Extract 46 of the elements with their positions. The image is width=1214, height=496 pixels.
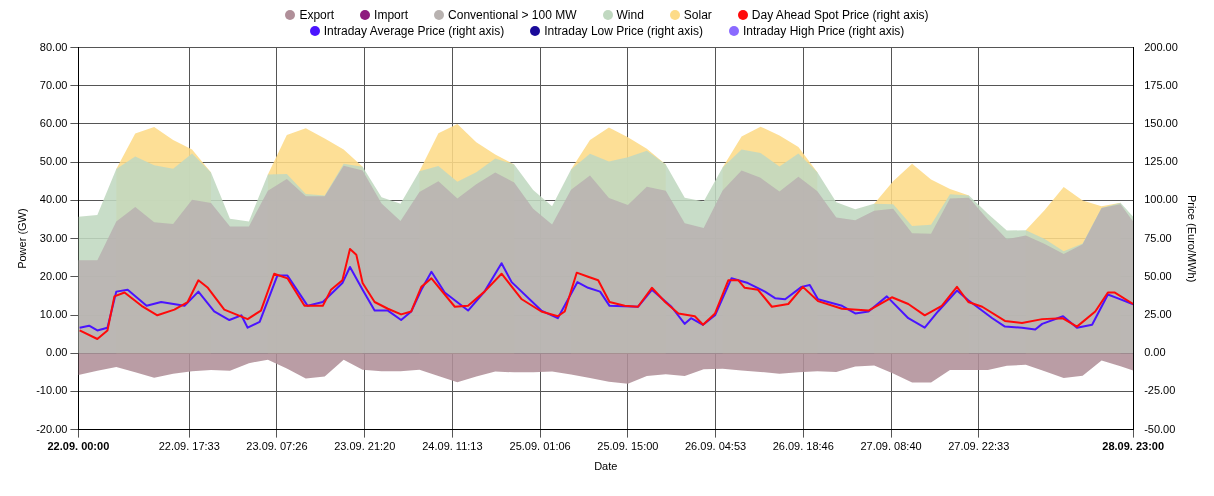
- x-tick-label: 22.09. 17:33: [158, 440, 220, 453]
- x-tick-label: 25.09. 01:06: [509, 440, 571, 453]
- y-tick-label: 20.00: [39, 269, 68, 282]
- x-tick-label: 27.09. 22:33: [948, 440, 1010, 453]
- y-tick-label: 30.00: [39, 231, 68, 244]
- y-tick-label: 10.00: [39, 308, 68, 321]
- y-axis-title: Power (GW): [15, 208, 28, 269]
- legend-label: Intraday Low Price (right axis): [544, 24, 703, 38]
- legend-label: Export: [299, 8, 335, 22]
- y2-tick-label: 0.00: [1144, 346, 1166, 359]
- y2-tick-label: 100.00: [1144, 193, 1178, 206]
- legend-label: Solar: [683, 8, 712, 22]
- y2-tick-label: -25.00: [1144, 384, 1176, 397]
- legend-label: Intraday High Price (right axis): [742, 24, 905, 38]
- legend-label: Import: [374, 8, 409, 22]
- x-tick-label: 25.09. 15:00: [597, 440, 659, 453]
- legend-label: Wind: [616, 8, 644, 22]
- y2-tick-label: 75.00: [1144, 231, 1172, 244]
- y2-tick-label: 200.00: [1144, 40, 1178, 53]
- y2-tick-label: 25.00: [1144, 308, 1172, 321]
- x-tick-label: 22.09. 00:00: [47, 440, 110, 453]
- y-tick-label: 50.00: [39, 155, 68, 168]
- x-tick-label: 26.09. 04:53: [684, 440, 747, 453]
- y-tick-label: 80.00: [39, 40, 68, 53]
- legend-label: Conventional > 100 MW: [448, 8, 577, 22]
- y2-axis-title: Price (Euro/MWh): [1186, 194, 1199, 283]
- x-tick-label: 28.09. 23:00: [1102, 440, 1165, 453]
- y-tick-label: 70.00: [39, 78, 68, 91]
- x-axis-title: Date: [594, 460, 618, 473]
- legend-label: Intraday Average Price (right axis): [323, 24, 505, 38]
- y2-tick-label: -50.00: [1144, 422, 1176, 435]
- y2-tick-label: 175.00: [1144, 78, 1178, 91]
- x-tick-label: 23.09. 21:20: [334, 440, 396, 453]
- y-tick-label: -20.00: [36, 422, 68, 435]
- y-tick-label: 40.00: [39, 193, 68, 206]
- x-tick-label: 26.09. 18:46: [772, 440, 834, 453]
- x-tick-label: 23.09. 07:26: [246, 440, 308, 453]
- legend-label: Day Ahead Spot Price (right axis): [751, 8, 929, 22]
- y-tick-label: -10.00: [36, 384, 68, 397]
- y2-tick-label: 50.00: [1144, 269, 1172, 282]
- x-tick-label: 24.09. 11:13: [422, 440, 483, 453]
- y2-tick-label: 125.00: [1144, 155, 1178, 168]
- y-tick-label: 60.00: [39, 117, 68, 130]
- y-tick-label: 0.00: [45, 346, 68, 359]
- x-tick-label: 27.09. 08:40: [860, 440, 922, 453]
- y2-tick-label: 150.00: [1144, 117, 1178, 130]
